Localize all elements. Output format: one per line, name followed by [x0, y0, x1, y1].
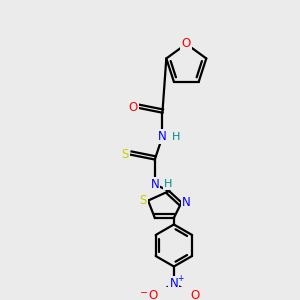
Text: −: −	[140, 288, 148, 298]
Text: O: O	[148, 289, 158, 300]
Text: H: H	[164, 179, 172, 189]
Text: O: O	[182, 38, 191, 50]
Text: +: +	[177, 274, 184, 284]
Text: N: N	[169, 277, 178, 290]
Text: N: N	[182, 196, 191, 209]
Text: O: O	[128, 101, 137, 114]
Text: S: S	[122, 148, 129, 161]
Text: N: N	[158, 130, 167, 143]
Text: S: S	[140, 194, 147, 207]
Text: N: N	[150, 178, 159, 191]
Text: O: O	[190, 289, 200, 300]
Text: H: H	[172, 132, 180, 142]
